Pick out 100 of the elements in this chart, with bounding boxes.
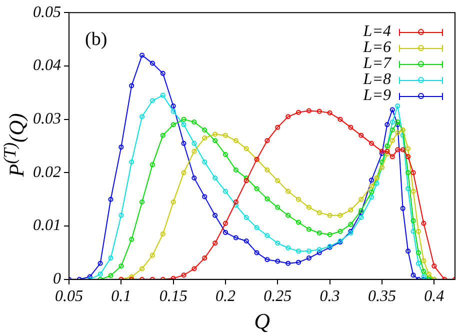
point — [275, 178, 280, 184]
point — [192, 148, 197, 154]
y-tick-label: 0.01 — [33, 217, 61, 234]
point — [316, 108, 322, 114]
point — [316, 250, 322, 256]
point — [181, 122, 186, 128]
point — [202, 194, 208, 200]
point — [390, 127, 395, 132]
point — [286, 212, 291, 218]
point — [222, 152, 228, 158]
point — [222, 132, 228, 138]
point — [390, 138, 395, 144]
point — [160, 232, 166, 237]
legend-label: L=6 — [363, 39, 391, 57]
point — [108, 273, 114, 278]
point — [406, 146, 411, 152]
point — [327, 110, 332, 116]
point — [369, 194, 374, 200]
point — [348, 222, 354, 227]
x-tick-label: 0.1 — [111, 288, 132, 306]
point — [384, 152, 390, 157]
point — [233, 168, 238, 173]
point — [390, 119, 395, 124]
legend-label: L=7 — [363, 55, 391, 73]
point — [348, 124, 354, 130]
point — [233, 138, 238, 144]
point — [98, 272, 103, 277]
point — [416, 250, 421, 256]
point — [374, 180, 380, 186]
point — [264, 233, 270, 238]
point — [358, 196, 364, 202]
point — [181, 170, 186, 176]
point — [150, 162, 155, 168]
point — [170, 200, 176, 205]
x-tick-label: 0.2 — [215, 288, 236, 306]
x-tick-label: 0.15 — [159, 288, 188, 306]
point — [202, 160, 208, 165]
point — [348, 208, 354, 213]
point — [118, 212, 124, 218]
point — [170, 276, 176, 280]
point — [212, 212, 218, 218]
point — [426, 272, 432, 277]
point — [338, 116, 343, 122]
point — [410, 188, 416, 194]
point — [233, 200, 238, 205]
point — [244, 146, 249, 152]
point — [129, 160, 134, 165]
point — [384, 148, 390, 154]
point — [160, 132, 166, 138]
x-axis-title: Q — [254, 308, 270, 334]
point — [369, 184, 374, 189]
point — [390, 107, 395, 112]
point — [140, 114, 145, 120]
point — [275, 240, 280, 246]
point — [264, 168, 270, 173]
point — [118, 144, 124, 150]
point — [395, 147, 400, 152]
point — [395, 130, 400, 136]
x-tick-label: 0.25 — [264, 288, 292, 306]
point — [286, 245, 291, 250]
point — [410, 272, 416, 278]
point — [338, 212, 343, 218]
point — [286, 188, 291, 194]
x-tick-label: 0.4 — [424, 288, 444, 306]
point — [160, 92, 166, 98]
point — [286, 260, 291, 266]
point — [160, 70, 166, 76]
y-tick-label: 0 — [53, 270, 61, 288]
point — [244, 178, 249, 184]
point — [170, 103, 176, 108]
point — [202, 135, 208, 140]
point — [264, 138, 270, 144]
point — [358, 132, 364, 138]
y-tick-label: 0.04 — [33, 57, 61, 74]
point — [181, 116, 186, 122]
point — [140, 266, 145, 272]
point — [222, 188, 228, 194]
point — [316, 247, 322, 252]
point — [244, 176, 249, 181]
point — [416, 228, 421, 234]
point — [369, 189, 374, 194]
point — [202, 127, 208, 132]
x-tick-label: 0.35 — [368, 288, 396, 306]
point — [410, 228, 416, 234]
point — [212, 138, 218, 144]
point — [202, 256, 208, 261]
point — [150, 98, 155, 104]
point — [212, 176, 218, 181]
point — [254, 250, 260, 256]
y-tick-label: 0.05 — [33, 4, 61, 21]
point — [358, 215, 364, 220]
point — [406, 248, 411, 254]
point — [400, 132, 406, 138]
point — [108, 256, 114, 261]
point — [296, 260, 302, 265]
point — [306, 256, 312, 261]
point — [192, 140, 197, 146]
point — [400, 206, 406, 211]
point — [390, 154, 395, 160]
point — [416, 260, 421, 266]
